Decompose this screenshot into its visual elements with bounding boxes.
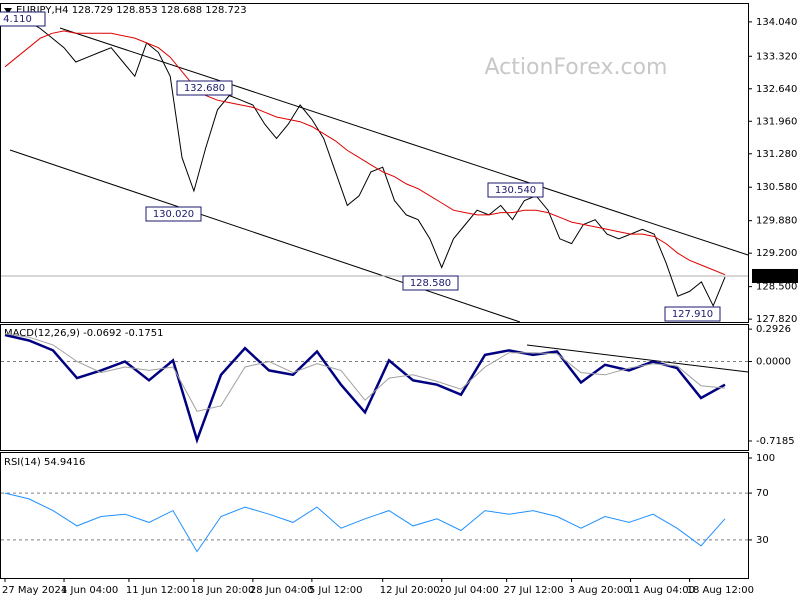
annotation-box — [0, 11, 46, 27]
y-tick-label: 131.960 — [756, 116, 797, 127]
last-price-label: 128.723 — [756, 271, 797, 282]
channel-lower — [9, 149, 521, 323]
y-tick-label: 129.880 — [756, 216, 797, 227]
chart-title: EURJPY,H4 128.729 128.853 128.688 128.72… — [16, 5, 247, 16]
annotation: 127.910 — [672, 309, 713, 320]
y-tick-label: 30 — [756, 535, 769, 546]
annotation: 4.110 — [3, 14, 32, 25]
x-tick-label: 20 Jul 04:00 — [439, 585, 499, 596]
x-tick-label: 18 Aug 12:00 — [687, 585, 754, 596]
y-tick-label: 0.2926 — [756, 324, 791, 335]
series-line — [4, 333, 726, 444]
annotation: 130.540 — [495, 185, 536, 196]
series-line — [4, 18, 726, 308]
annotation-box — [176, 80, 233, 96]
x-tick-label: 4 Jun 04:00 — [61, 585, 118, 596]
y-tick-label: 100 — [756, 453, 775, 464]
series-line — [4, 30, 726, 276]
rsi-panel — [0, 452, 749, 579]
x-tick-label: 28 Jun 04:00 — [250, 585, 314, 596]
last-price-box — [752, 268, 798, 283]
y-tick-label: 133.320 — [756, 51, 797, 62]
macd-panel — [0, 324, 749, 451]
x-tick-label: 11 Jun 12:00 — [126, 585, 190, 596]
y-tick-label: 0.0000 — [756, 357, 791, 368]
rsi-title: RSI(14) 54.9416 — [4, 457, 85, 468]
macd-title: MACD(12,26,9) -0.0692 -0.1751 — [4, 328, 164, 339]
y-tick-label: 134.040 — [756, 17, 797, 28]
y-tick-label: 130.580 — [756, 182, 797, 193]
x-tick-label: 27 Jul 12:00 — [504, 585, 564, 596]
channel-upper — [59, 27, 749, 256]
x-tick-label: 18 Jun 20:00 — [191, 585, 255, 596]
series-line — [4, 492, 726, 553]
x-tick-label: 11 Aug 04:00 — [628, 585, 695, 596]
annotation-box — [487, 182, 544, 198]
watermark: ActionForex.com — [485, 55, 668, 80]
y-tick-label: 132.640 — [756, 84, 797, 95]
y-tick-label: 127.820 — [756, 314, 797, 325]
title-icon — [4, 8, 12, 14]
annotation: 132.680 — [184, 83, 225, 94]
y-tick-label: -0.7185 — [756, 436, 795, 447]
y-tick-label: 128.500 — [756, 282, 797, 293]
y-tick-label: 129.200 — [756, 248, 797, 259]
price-panel — [0, 3, 749, 323]
y-tick-label: 70 — [756, 488, 769, 499]
annotation-box — [664, 306, 721, 322]
annotation: 130.020 — [153, 209, 194, 220]
macd-trendline — [526, 344, 749, 373]
x-tick-label: 12 Jul 20:00 — [380, 585, 440, 596]
annotation-box — [402, 275, 459, 291]
y-tick-label: 131.280 — [756, 149, 797, 160]
x-tick-label: 5 Jul 12:00 — [309, 585, 363, 596]
series-line — [4, 333, 726, 412]
annotation-box — [145, 206, 202, 222]
annotation: 128.580 — [410, 278, 451, 289]
x-tick-label: 27 May 2021 — [2, 585, 67, 596]
x-tick-label: 3 Aug 20:00 — [569, 585, 630, 596]
